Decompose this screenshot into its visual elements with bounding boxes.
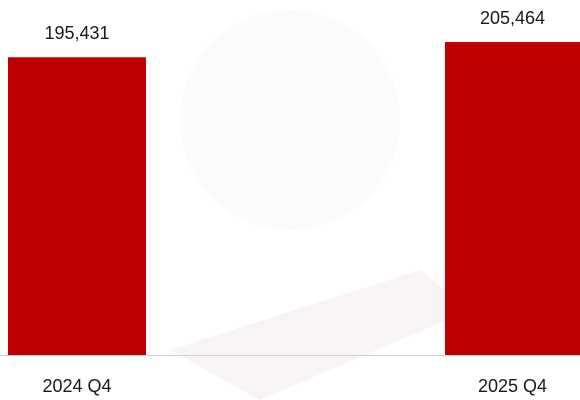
bar [445, 42, 580, 355]
value-label: 195,431 [44, 23, 109, 43]
x-tick-label: 2024 Q4 [42, 376, 111, 396]
bar [8, 57, 146, 355]
x-tick-label: 2025 Q4 [478, 376, 547, 396]
watermark-shape [180, 10, 400, 230]
watermark [170, 10, 470, 400]
value-label: 205,464 [480, 8, 545, 28]
watermark-shape [170, 270, 470, 400]
